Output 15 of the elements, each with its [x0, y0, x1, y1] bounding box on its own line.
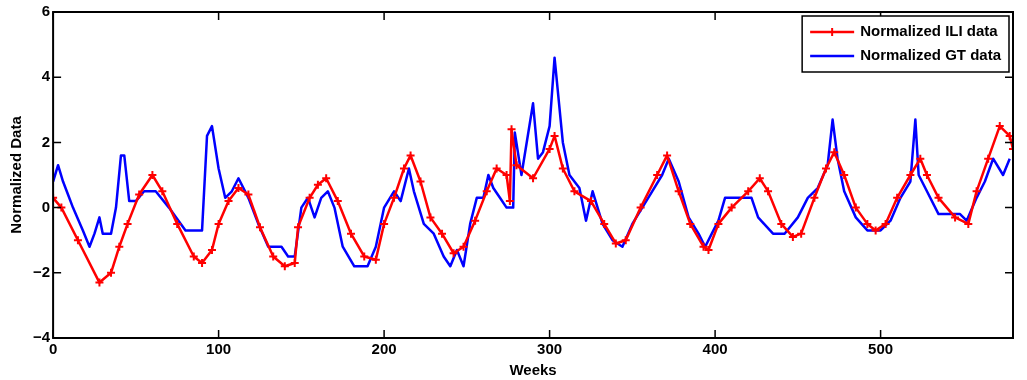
x-tick-label: 200	[371, 340, 397, 358]
x-tick-label: 500	[868, 340, 894, 358]
x-tick-label: 400	[702, 340, 728, 358]
y-tick-label: −2	[32, 262, 51, 280]
y-axis-title: Normalized Data	[7, 115, 25, 234]
y-tick-label: 6	[41, 2, 51, 20]
legend-label: Normalized GT data	[860, 46, 1002, 64]
y-tick-label: −4	[32, 328, 51, 346]
x-tick-label: 100	[206, 340, 232, 358]
y-tick-label: 2	[41, 132, 51, 150]
y-tick-label: 0	[41, 197, 51, 215]
legend-label: Normalized ILI data	[860, 22, 999, 40]
y-tick-label: 4	[41, 67, 51, 85]
x-axis-title: Weeks	[509, 361, 557, 379]
x-tick-label: 300	[537, 340, 563, 358]
